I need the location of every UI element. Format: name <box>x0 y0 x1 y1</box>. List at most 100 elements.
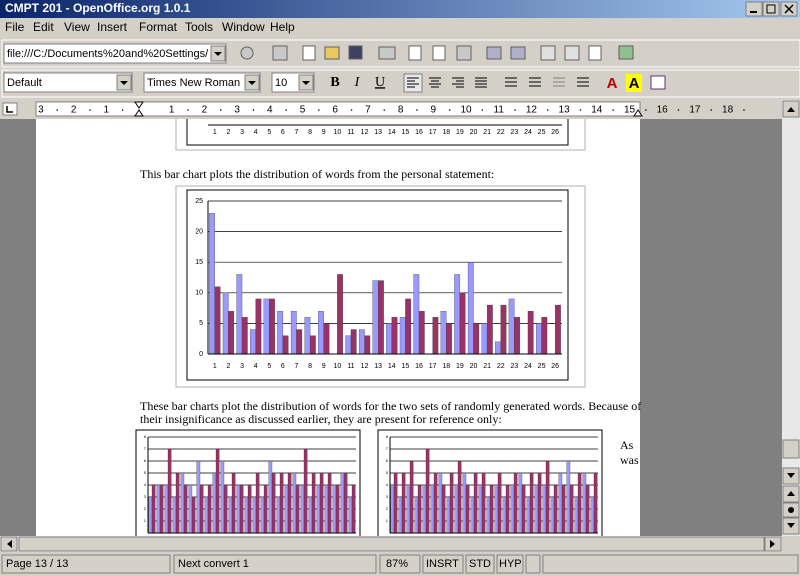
bar <box>553 484 558 534</box>
menu-item[interactable]: Help <box>270 20 295 34</box>
print-icon[interactable] <box>378 46 396 60</box>
ruler-dot <box>350 109 353 111</box>
y-tick-label: 8 <box>386 434 389 439</box>
increase-indent[interactable] <box>577 77 589 87</box>
bar <box>284 484 289 534</box>
x-tick-label: 21 <box>483 129 491 136</box>
gallery-icon[interactable] <box>618 45 634 60</box>
size-text: 10 <box>275 77 287 89</box>
open-icon[interactable] <box>324 46 340 60</box>
style-box[interactable] <box>3 72 133 93</box>
hscroll-thumb[interactable] <box>18 536 765 552</box>
paste-icon[interactable] <box>456 45 472 61</box>
x-tick-label: 15 <box>402 129 410 136</box>
scroll-thumb[interactable] <box>782 439 800 459</box>
background-icon[interactable] <box>650 75 666 90</box>
x-tick-label: 26 <box>551 363 559 370</box>
bar <box>441 484 446 534</box>
bar <box>269 298 275 355</box>
italic-button[interactable]: I <box>354 75 361 90</box>
ruler-label: 10 <box>460 105 472 116</box>
x-tick-label: 1 <box>213 363 217 370</box>
redo-icon[interactable] <box>510 46 526 60</box>
menu-item[interactable]: Window <box>222 20 265 34</box>
bar <box>535 323 542 355</box>
datasource-icon[interactable] <box>588 45 602 61</box>
menu-item[interactable]: Format <box>139 20 178 34</box>
decrease-indent[interactable] <box>553 77 565 87</box>
bar <box>372 280 379 355</box>
bar <box>300 484 305 534</box>
bar <box>457 460 462 534</box>
bar <box>386 323 392 355</box>
numbering[interactable] <box>505 77 517 87</box>
bar <box>409 460 414 534</box>
navigator-icon[interactable] <box>540 45 556 61</box>
font-box[interactable] <box>143 72 261 93</box>
bar <box>513 472 518 534</box>
bar <box>236 274 243 355</box>
bar <box>378 280 384 355</box>
status-bar <box>1 554 799 574</box>
align-left[interactable] <box>403 73 423 93</box>
menu-item[interactable]: Insert <box>97 20 128 34</box>
bar <box>295 484 300 534</box>
bar <box>495 341 501 355</box>
x-tick-label: 19 <box>456 363 464 370</box>
bar <box>250 329 256 355</box>
ruler-dot <box>677 109 680 111</box>
highlight-icon[interactable] <box>626 74 642 92</box>
hyperlink-status: HYP <box>499 558 522 570</box>
tab-selector[interactable] <box>2 102 18 116</box>
bar <box>263 484 268 534</box>
bullets[interactable] <box>529 77 541 87</box>
bar <box>271 472 276 534</box>
align-center[interactable] <box>429 77 441 88</box>
object-toolbar <box>1 69 800 98</box>
right-indent-marker[interactable] <box>633 109 643 117</box>
x-tick-label: 8 <box>308 129 312 136</box>
indent-marker[interactable] <box>134 101 144 117</box>
x-tick-label: 13 <box>374 363 382 370</box>
cut-icon[interactable] <box>408 45 422 61</box>
bar <box>577 472 582 534</box>
bar <box>164 484 169 534</box>
menu-item[interactable]: View <box>64 20 90 34</box>
stop-icon[interactable] <box>240 46 254 60</box>
bar <box>514 317 520 355</box>
menu-item[interactable]: Tools <box>185 20 213 34</box>
underline-button[interactable]: U <box>375 75 385 90</box>
bar <box>500 304 507 355</box>
minimize-button[interactable] <box>745 1 763 17</box>
copy-icon[interactable] <box>432 45 446 61</box>
bar <box>364 335 371 355</box>
ruler-label: 11 <box>494 105 505 116</box>
url-box[interactable] <box>3 43 227 64</box>
bar <box>438 472 443 534</box>
justify[interactable] <box>475 77 487 88</box>
edit-icon[interactable] <box>272 45 288 61</box>
bar <box>148 496 153 534</box>
menu-item[interactable]: File <box>5 20 25 34</box>
font-color-icon[interactable]: A <box>607 75 618 92</box>
new-icon[interactable] <box>302 45 316 61</box>
maximize-button[interactable] <box>762 1 780 17</box>
menu-item[interactable]: Edit <box>33 20 54 34</box>
bar <box>220 460 225 534</box>
stylist-icon[interactable] <box>564 45 580 61</box>
align-right[interactable] <box>452 77 464 88</box>
bar <box>473 472 478 534</box>
save-icon[interactable] <box>348 45 363 60</box>
ruler-label: 17 <box>689 105 701 116</box>
bar <box>526 496 531 534</box>
undo-icon[interactable] <box>486 46 502 60</box>
vertical-scrollbar[interactable] <box>782 100 800 536</box>
bar <box>550 496 555 534</box>
bar <box>454 484 459 534</box>
ruler-label: 4 <box>267 105 273 116</box>
bold-button[interactable]: B <box>330 75 339 90</box>
ruler-dot <box>187 109 189 111</box>
y-tick-label: 5 <box>386 470 389 475</box>
insert-status: INSRT <box>426 558 459 570</box>
x-tick-label: 5 <box>267 363 271 370</box>
